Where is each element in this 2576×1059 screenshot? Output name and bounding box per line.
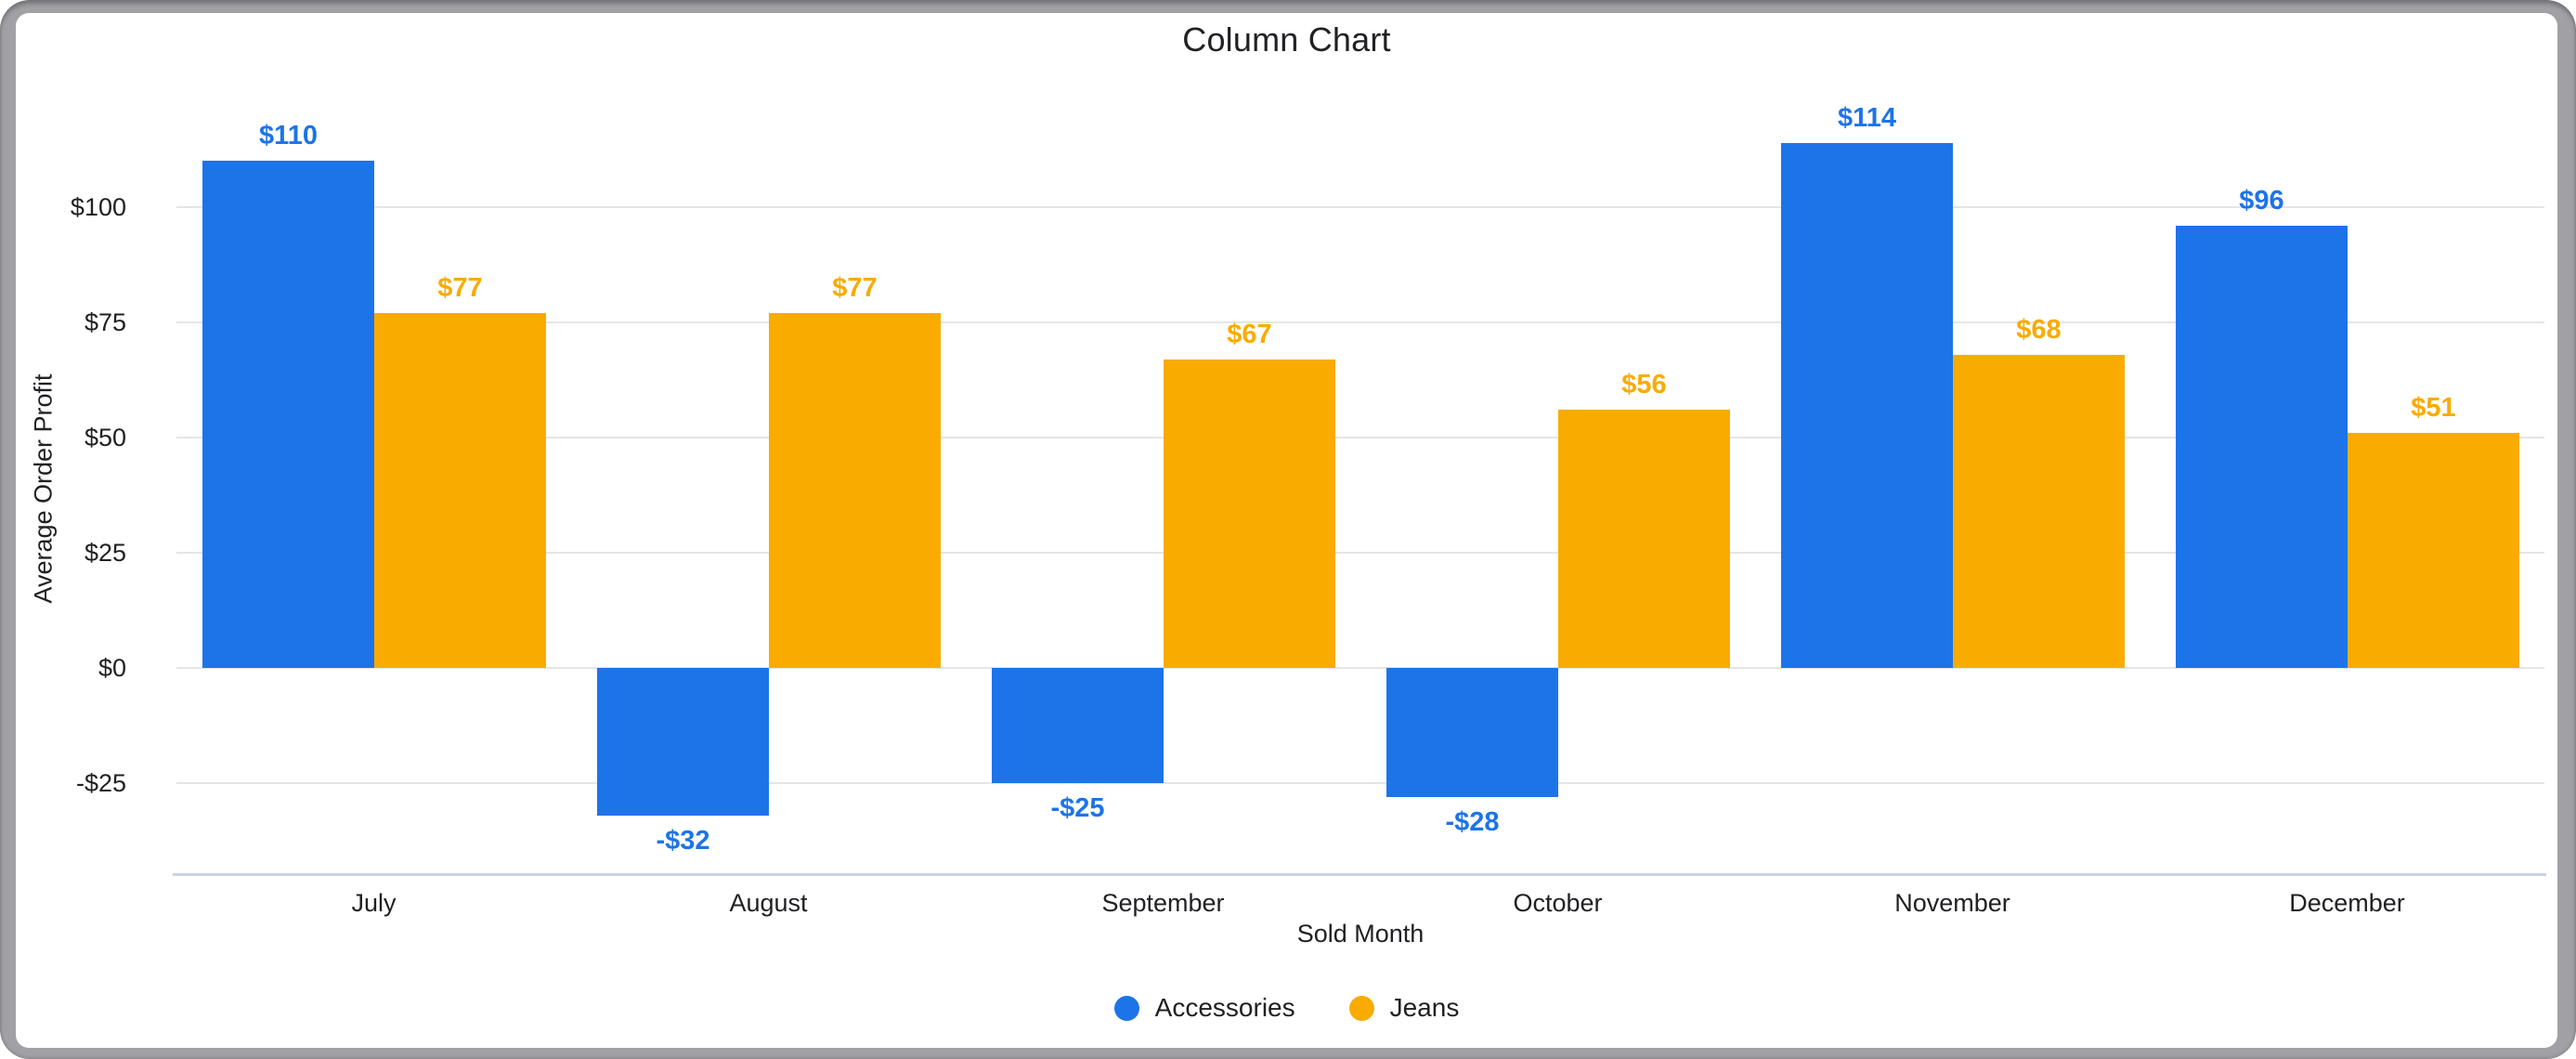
bar-jeans-december[interactable]	[2347, 433, 2519, 668]
bar-accessories-september[interactable]	[991, 668, 1164, 783]
bar-jeans-july[interactable]	[373, 313, 546, 668]
bar-value-label: $96	[2239, 185, 2284, 216]
legend-dot	[1348, 995, 1374, 1021]
x-tick-label-december: December	[2289, 889, 2405, 917]
y-tick-label: $0	[98, 654, 126, 682]
bar-accessories-october[interactable]	[1386, 668, 1558, 797]
bar-jeans-september[interactable]	[1163, 359, 1335, 668]
gridline	[176, 321, 2544, 323]
chart-title: Column Chart	[1182, 20, 1391, 59]
gridline	[176, 206, 2544, 208]
bar-value-label: $77	[832, 273, 878, 304]
x-tick-label-august: August	[729, 889, 808, 917]
legend-label: Accessories	[1154, 993, 1295, 1022]
bar-value-label: $67	[1227, 319, 1272, 349]
bar-accessories-august[interactable]	[596, 668, 769, 816]
bar-value-label: $51	[2411, 393, 2456, 424]
legend-item-jeans[interactable]: Jeans	[1348, 993, 1460, 1023]
x-axis-title: Sold Month	[1296, 920, 1425, 948]
legend-label: Jeans	[1389, 993, 1460, 1022]
y-tick-label: $25	[84, 539, 126, 567]
bar-accessories-december[interactable]	[2175, 225, 2348, 668]
legend-dot	[1113, 995, 1139, 1021]
bar-jeans-october[interactable]	[1557, 410, 1730, 668]
y-tick-label: -$25	[75, 769, 126, 797]
y-tick-label: $100	[70, 193, 126, 221]
bar-jeans-august[interactable]	[768, 313, 941, 668]
gridline	[176, 667, 2544, 669]
bar-accessories-july[interactable]	[202, 161, 374, 668]
bar-value-label: $110	[259, 121, 318, 151]
x-tick-label-september: September	[1101, 889, 1225, 917]
gridline	[176, 782, 2544, 784]
bar-value-label: $77	[437, 273, 483, 304]
gridline	[176, 552, 2544, 554]
bar-accessories-november[interactable]	[1780, 142, 1953, 668]
x-tick-label-july: July	[351, 889, 397, 917]
bar-jeans-november[interactable]	[1952, 354, 2125, 668]
y-tick-label: $75	[84, 308, 126, 336]
y-tick-label: $50	[84, 424, 126, 451]
bar-value-label: $56	[1621, 370, 1667, 400]
y-axis-title: Average Order Profit	[29, 373, 58, 604]
bar-value-label: -$28	[1445, 806, 1500, 837]
bar-value-label: $114	[1838, 102, 1896, 133]
chart-legend: Accessories Jeans	[16, 988, 2557, 1027]
legend-item-accessories[interactable]: Accessories	[1113, 993, 1295, 1023]
x-tick-label-october: October	[1513, 889, 1603, 917]
x-axis-line	[173, 873, 2546, 876]
bar-value-label: $68	[2016, 314, 2062, 345]
x-tick-label-november: November	[1894, 889, 2010, 917]
bar-value-label: -$25	[1050, 793, 1105, 823]
gridline	[176, 437, 2544, 438]
bar-value-label: -$32	[656, 825, 710, 856]
